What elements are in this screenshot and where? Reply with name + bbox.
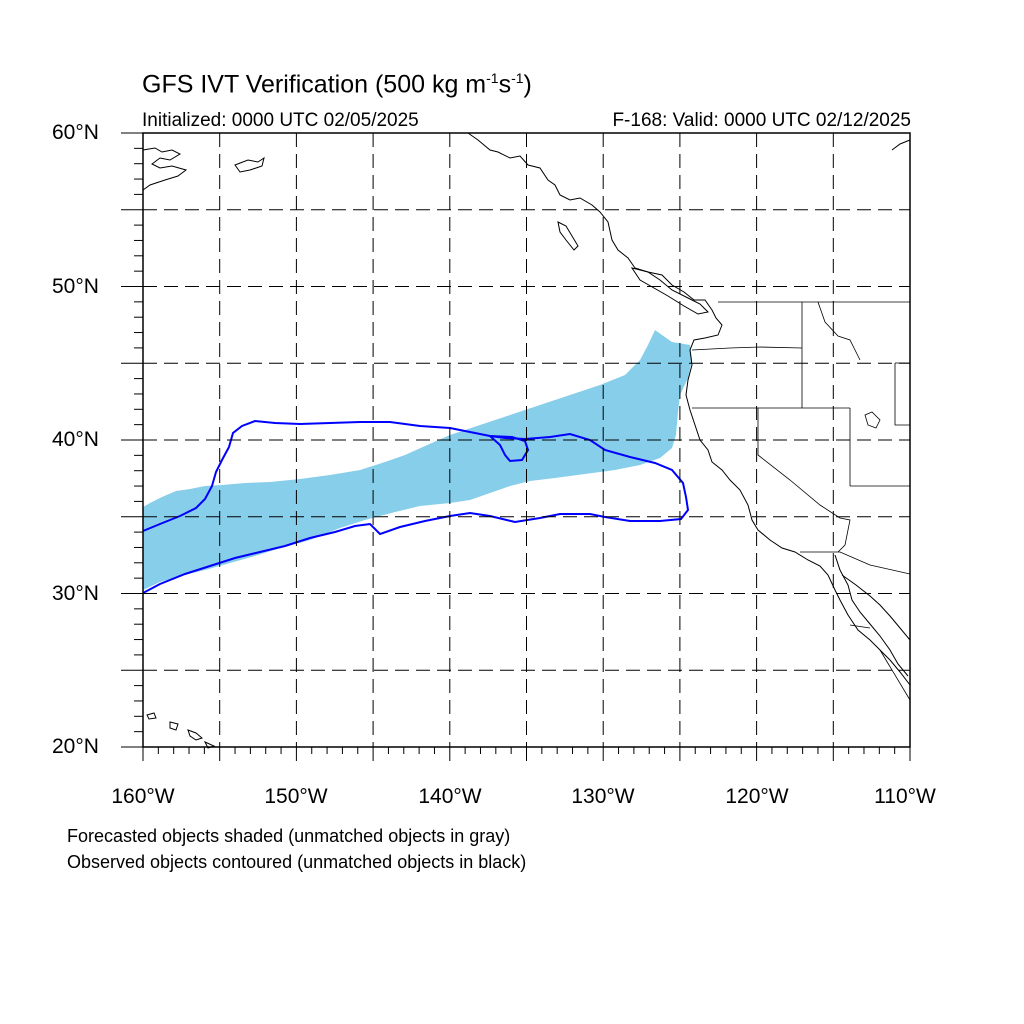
coastlines xyxy=(142,132,911,749)
montana-idaho xyxy=(817,301,861,361)
us-mexico xyxy=(800,551,911,575)
lon-label-150w: 150°W xyxy=(264,785,328,808)
hawaii-islands xyxy=(146,712,216,749)
lon-label-120w: 120°W xyxy=(725,785,789,808)
legend-note-observed: Observed objects contoured (unmatched ob… xyxy=(67,852,527,872)
lat-label-20n: 20°N xyxy=(52,735,99,758)
lon-label-160w: 160°W xyxy=(111,785,175,808)
valid-time-label: F-168: Valid: 0000 UTC 02/12/2025 xyxy=(612,110,911,131)
california-nevada xyxy=(757,408,841,519)
gulf-california xyxy=(841,574,911,641)
lat-label-60n: 60°N xyxy=(52,121,99,144)
vancouver-island xyxy=(630,267,710,315)
lat-label-30n: 30°N xyxy=(52,582,99,605)
axis-ticks xyxy=(121,132,911,761)
alaska-coast xyxy=(142,147,188,191)
observed-object-lobe xyxy=(487,434,530,463)
lon-label-110w: 110°W xyxy=(874,785,936,808)
lat-label-50n: 50°N xyxy=(52,275,99,298)
oregon-north xyxy=(691,346,803,351)
observed-object-contour xyxy=(142,419,690,594)
bc-alaska-coast xyxy=(467,132,911,686)
legend-note-forecast: Forecasted objects shaded (unmatched obj… xyxy=(67,826,511,846)
alaska-islands xyxy=(234,156,265,173)
haida-gwaii xyxy=(557,221,579,251)
great-salt-lake xyxy=(864,411,881,429)
east-coast-north xyxy=(891,139,911,151)
lon-label-140w: 140°W xyxy=(418,785,482,808)
baja-peninsula xyxy=(834,554,909,677)
lat-label-40n: 40°N xyxy=(52,428,99,451)
arizona-west xyxy=(837,517,851,553)
forecast-object xyxy=(143,330,692,590)
political-boundaries xyxy=(691,301,911,701)
graticule xyxy=(143,133,910,747)
mexico-inland xyxy=(849,624,911,701)
initialized-label: Initialized: 0000 UTC 02/05/2025 xyxy=(142,110,419,131)
wyoming xyxy=(894,362,910,426)
lon-label-130w: 130°W xyxy=(571,785,635,808)
chart-title: GFS IVT Verification (500 kg m-1s-1) xyxy=(142,70,532,99)
